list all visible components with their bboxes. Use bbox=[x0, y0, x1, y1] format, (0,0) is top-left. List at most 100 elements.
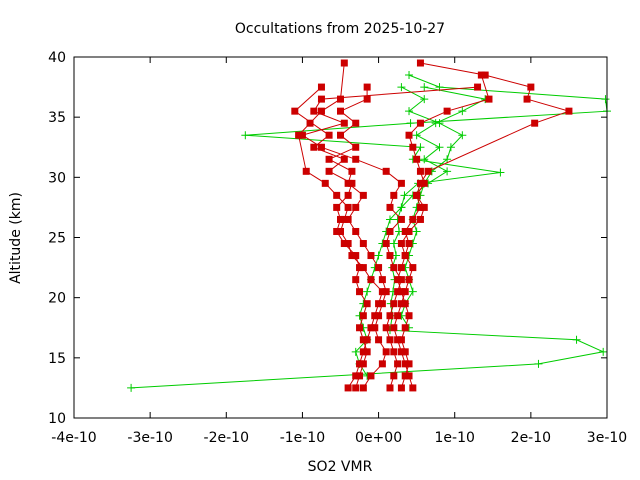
data-point-square bbox=[397, 264, 405, 272]
data-point-square bbox=[306, 119, 314, 127]
data-point-square bbox=[405, 276, 413, 284]
y-tick-label: 30 bbox=[48, 170, 66, 186]
plot-frame bbox=[73, 56, 608, 419]
data-point-square bbox=[378, 276, 386, 284]
data-point-square bbox=[401, 372, 409, 380]
data-point-plus bbox=[420, 83, 429, 92]
data-point-square bbox=[340, 59, 348, 67]
series-red-profile-6 bbox=[291, 83, 371, 392]
data-point-plus bbox=[374, 251, 383, 260]
data-point-square bbox=[337, 95, 344, 103]
data-point-plus bbox=[435, 143, 444, 152]
data-point-square bbox=[321, 179, 329, 187]
data-point-square bbox=[401, 360, 409, 368]
data-point-square bbox=[363, 95, 371, 103]
data-point-plus bbox=[599, 347, 608, 356]
data-point-square bbox=[401, 324, 409, 332]
series-line bbox=[393, 62, 571, 389]
data-point-square bbox=[317, 83, 325, 91]
data-point-square bbox=[531, 119, 539, 127]
data-point-square bbox=[375, 336, 383, 344]
data-point-square bbox=[367, 276, 375, 284]
data-point-square bbox=[359, 348, 367, 356]
data-point-plus bbox=[405, 71, 414, 80]
data-point-square bbox=[352, 384, 360, 392]
data-point-square bbox=[363, 300, 371, 308]
data-point-square bbox=[416, 119, 424, 127]
data-point-square bbox=[527, 83, 535, 91]
series-red-profile-2 bbox=[390, 59, 573, 392]
data-point-square bbox=[420, 179, 428, 187]
series-red-profile-5 bbox=[394, 71, 493, 392]
data-point-square bbox=[378, 288, 386, 296]
data-point-square bbox=[409, 384, 417, 392]
data-point-square bbox=[340, 240, 348, 248]
series-layer bbox=[127, 59, 611, 392]
data-point-square bbox=[394, 312, 402, 320]
data-point-plus bbox=[435, 119, 444, 128]
y-tick-label: 20 bbox=[48, 291, 66, 307]
data-point-square bbox=[352, 276, 360, 284]
y-tick-label: 40 bbox=[48, 50, 66, 66]
data-point-square bbox=[409, 215, 417, 223]
data-point-square bbox=[416, 167, 424, 175]
data-point-square bbox=[356, 264, 364, 272]
data-point-plus bbox=[408, 287, 417, 296]
data-point-square bbox=[394, 288, 402, 296]
data-point-square bbox=[424, 167, 432, 175]
data-point-square bbox=[397, 276, 405, 284]
data-point-square bbox=[363, 83, 371, 91]
data-point-square bbox=[359, 191, 367, 199]
data-point-square bbox=[344, 240, 352, 248]
data-point-square bbox=[394, 360, 402, 368]
data-point-plus bbox=[397, 203, 406, 212]
data-point-square bbox=[310, 107, 318, 115]
data-point-square bbox=[401, 252, 409, 260]
y-tick-label: 10 bbox=[48, 411, 66, 427]
data-point-plus bbox=[458, 131, 467, 140]
data-point-square bbox=[485, 95, 493, 103]
data-point-square bbox=[405, 131, 413, 139]
data-point-square bbox=[386, 227, 394, 235]
y-tick-label: 25 bbox=[48, 231, 66, 247]
data-point-square bbox=[359, 384, 367, 392]
data-point-square bbox=[382, 167, 390, 175]
data-point-square bbox=[401, 227, 409, 235]
series-red-profile-4 bbox=[325, 83, 390, 392]
data-point-square bbox=[401, 288, 409, 296]
data-point-square bbox=[325, 155, 333, 163]
data-point-square bbox=[359, 240, 367, 248]
data-point-square bbox=[325, 167, 333, 175]
data-point-square bbox=[420, 203, 428, 211]
data-point-square bbox=[397, 215, 405, 223]
data-point-square bbox=[386, 203, 394, 211]
data-point-square bbox=[390, 348, 398, 356]
data-point-plus bbox=[572, 335, 581, 344]
data-point-plus bbox=[443, 167, 452, 176]
data-point-square bbox=[333, 191, 341, 199]
data-point-plus bbox=[405, 107, 414, 116]
data-point-square bbox=[337, 107, 344, 115]
data-point-square bbox=[348, 167, 356, 175]
y-tick-label: 35 bbox=[48, 110, 66, 126]
data-point-square bbox=[371, 312, 379, 320]
x-tick-label: 0e+00 bbox=[355, 430, 402, 446]
data-point-square bbox=[333, 203, 341, 211]
data-point-square bbox=[363, 336, 371, 344]
data-point-square bbox=[367, 372, 375, 380]
data-point-square bbox=[325, 131, 333, 139]
x-tick-label: 2e-10 bbox=[511, 430, 551, 446]
data-point-square bbox=[367, 252, 375, 260]
data-point-square bbox=[344, 191, 352, 199]
x-tick-label: -3e-10 bbox=[127, 430, 172, 446]
data-point-square bbox=[481, 71, 489, 79]
x-tick-label: 3e-10 bbox=[587, 430, 627, 446]
data-point-square bbox=[523, 95, 531, 103]
data-point-square bbox=[340, 119, 348, 127]
data-point-plus bbox=[443, 155, 452, 164]
data-point-square bbox=[317, 143, 325, 151]
data-point-square bbox=[397, 240, 405, 248]
data-point-square bbox=[291, 107, 299, 115]
data-point-square bbox=[344, 203, 352, 211]
x-axis-label: SO2 VMR bbox=[308, 459, 373, 475]
